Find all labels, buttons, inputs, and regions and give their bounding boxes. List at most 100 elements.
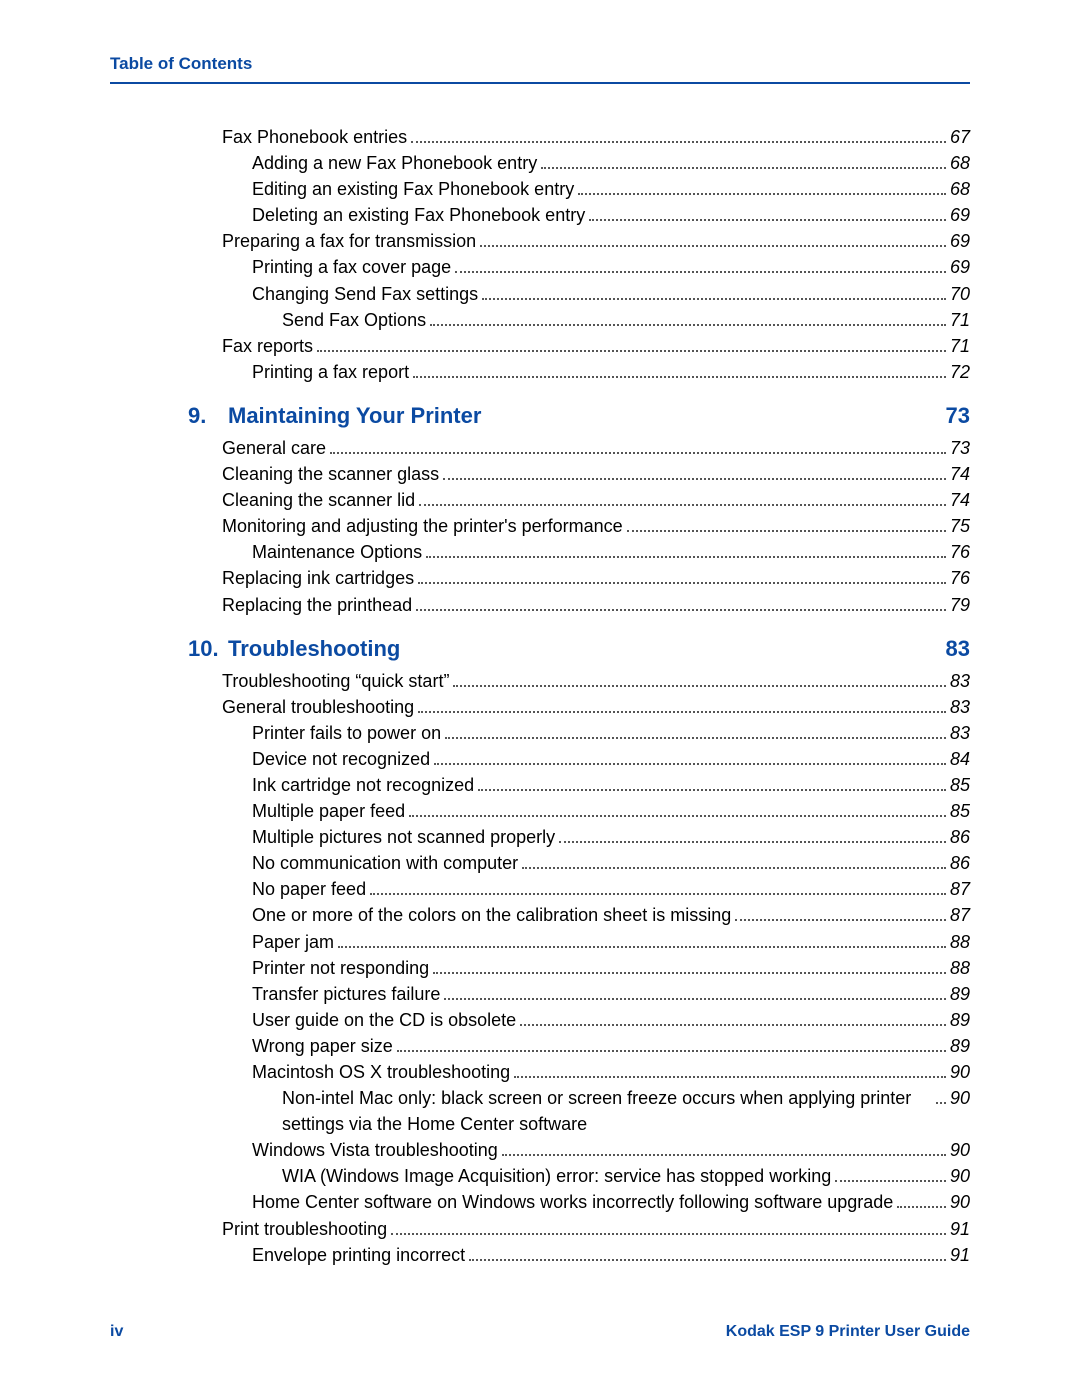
toc-entry-label: Cleaning the scanner lid (222, 487, 415, 513)
toc-entry[interactable]: Printer fails to power on83 (252, 720, 970, 746)
toc-entry-page: 90 (950, 1163, 970, 1189)
toc-entry-label: Home Center software on Windows works in… (252, 1189, 893, 1215)
leader-dots (434, 753, 946, 765)
toc-entry[interactable]: No communication with computer86 (252, 850, 970, 876)
toc-entry[interactable]: Monitoring and adjusting the printer's p… (222, 513, 970, 539)
toc-entry-page: 68 (950, 176, 970, 202)
toc-entry[interactable]: Macintosh OS X troubleshooting 90 (252, 1059, 970, 1085)
leader-dots (455, 262, 946, 274)
toc-entry-page: 79 (950, 592, 970, 618)
toc-entry[interactable]: Multiple paper feed 85 (252, 798, 970, 824)
toc-entry[interactable]: Multiple pictures not scanned properly86 (252, 824, 970, 850)
toc-entry[interactable]: Send Fax Options71 (282, 307, 970, 333)
leader-dots (411, 131, 946, 143)
toc-entry-page: 86 (950, 824, 970, 850)
toc-entry[interactable]: Home Center software on Windows works in… (252, 1189, 970, 1215)
toc-entry-label: General care (222, 435, 326, 461)
toc-entry[interactable]: Maintenance Options 76 (252, 539, 970, 565)
leader-dots (370, 884, 946, 896)
toc-entry-page: 83 (950, 668, 970, 694)
toc-entry-page: 76 (950, 565, 970, 591)
toc-entry-label: Adding a new Fax Phonebook entry (252, 150, 537, 176)
leader-dots (444, 988, 946, 1000)
toc-entry-label: Changing Send Fax settings (252, 281, 478, 307)
toc-entry-page: 88 (950, 955, 970, 981)
toc-entry-page: 89 (950, 981, 970, 1007)
toc-entry-page: 74 (950, 487, 970, 513)
toc-entry-page: 91 (950, 1216, 970, 1242)
leader-dots (391, 1223, 946, 1235)
toc-entry[interactable]: Printing a fax cover page69 (252, 254, 970, 280)
toc-entry[interactable]: General care 73 (222, 435, 970, 461)
toc-entry-page: 73 (950, 435, 970, 461)
toc-entry-label: Replacing the printhead (222, 592, 412, 618)
toc-entry[interactable]: Preparing a fax for transmission69 (222, 228, 970, 254)
toc-entry-label: Replacing ink cartridges (222, 565, 414, 591)
toc-entry-label: Monitoring and adjusting the printer's p… (222, 513, 623, 539)
toc-entry-page: 87 (950, 876, 970, 902)
toc-entry[interactable]: Replacing ink cartridges 76 (222, 565, 970, 591)
leader-dots (469, 1249, 946, 1261)
leader-dots (541, 157, 946, 169)
toc-entry[interactable]: Print troubleshooting 91 (222, 1216, 970, 1242)
toc-entry[interactable]: Transfer pictures failure89 (252, 981, 970, 1007)
toc-entry[interactable]: Envelope printing incorrect91 (252, 1242, 970, 1268)
section-heading[interactable]: 9.Maintaining Your Printer73 (188, 403, 970, 429)
leader-dots (397, 1040, 946, 1052)
toc-entry-label: Print troubleshooting (222, 1216, 387, 1242)
header-rule (110, 82, 970, 84)
section-number: 9. (188, 403, 222, 429)
toc-entry[interactable]: Cleaning the scanner glass74 (222, 461, 970, 487)
toc-entry-page: 69 (950, 202, 970, 228)
toc-entry[interactable]: No paper feed87 (252, 876, 970, 902)
toc-entry[interactable]: WIA (Windows Image Acquisition) error: s… (282, 1163, 970, 1189)
section-heading[interactable]: 10.Troubleshooting83 (188, 636, 970, 662)
leader-dots (330, 442, 946, 454)
toc-entry[interactable]: Printing a fax report72 (252, 359, 970, 385)
toc-entry-label: Printing a fax cover page (252, 254, 451, 280)
toc-entry[interactable]: Replacing the printhead 79 (222, 592, 970, 618)
toc-entry-label: Multiple paper feed (252, 798, 405, 824)
toc-entry[interactable]: Printer not responding88 (252, 955, 970, 981)
leader-dots (514, 1066, 946, 1078)
leader-dots (430, 314, 946, 326)
toc-entry-label: Maintenance Options (252, 539, 422, 565)
toc-entry-label: Macintosh OS X troubleshooting (252, 1059, 510, 1085)
toc-entry[interactable]: Deleting an existing Fax Phonebook entry… (252, 202, 970, 228)
toc-entry[interactable]: Paper jam88 (252, 929, 970, 955)
toc-entry[interactable]: General troubleshooting83 (222, 694, 970, 720)
leader-dots (480, 236, 946, 248)
toc-entry-page: 83 (950, 694, 970, 720)
toc-entry[interactable]: Ink cartridge not recognized85 (252, 772, 970, 798)
leader-dots (418, 701, 946, 713)
toc-entry[interactable]: User guide on the CD is obsolete89 (252, 1007, 970, 1033)
toc-entry[interactable]: Fax Phonebook entries67 (222, 124, 970, 150)
toc-entry-page: 85 (950, 772, 970, 798)
toc-entry-label: Fax reports (222, 333, 313, 359)
toc-entry[interactable]: Windows Vista troubleshooting90 (252, 1137, 970, 1163)
toc-entry[interactable]: Troubleshooting “quick start” 83 (222, 668, 970, 694)
toc-entry[interactable]: One or more of the colors on the calibra… (252, 902, 970, 928)
leader-dots (409, 805, 946, 817)
leader-dots (835, 1171, 946, 1183)
toc-entry-page: 90 (950, 1085, 970, 1111)
leader-dots (735, 910, 946, 922)
leader-dots (578, 184, 946, 196)
toc-entry-page: 85 (950, 798, 970, 824)
toc-entry[interactable]: Changing Send Fax settings70 (252, 281, 970, 307)
toc-entry-page: 90 (950, 1059, 970, 1085)
toc-entry-label: Windows Vista troubleshooting (252, 1137, 498, 1163)
toc-entry[interactable]: Cleaning the scanner lid 74 (222, 487, 970, 513)
toc-entry[interactable]: Adding a new Fax Phonebook entry68 (252, 150, 970, 176)
toc-entry-label: WIA (Windows Image Acquisition) error: s… (282, 1163, 831, 1189)
toc-entry[interactable]: Fax reports71 (222, 333, 970, 359)
toc-entry[interactable]: Editing an existing Fax Phonebook entry6… (252, 176, 970, 202)
toc-entry[interactable]: Non-intel Mac only: black screen or scre… (282, 1085, 970, 1137)
toc-entry[interactable]: Device not recognized84 (252, 746, 970, 772)
toc-entry[interactable]: Wrong paper size89 (252, 1033, 970, 1059)
leader-dots (482, 288, 946, 300)
leader-dots (897, 1197, 946, 1209)
toc-entry-page: 76 (950, 539, 970, 565)
toc-entry-page: 87 (950, 902, 970, 928)
toc-entry-label: Troubleshooting “quick start” (222, 668, 449, 694)
